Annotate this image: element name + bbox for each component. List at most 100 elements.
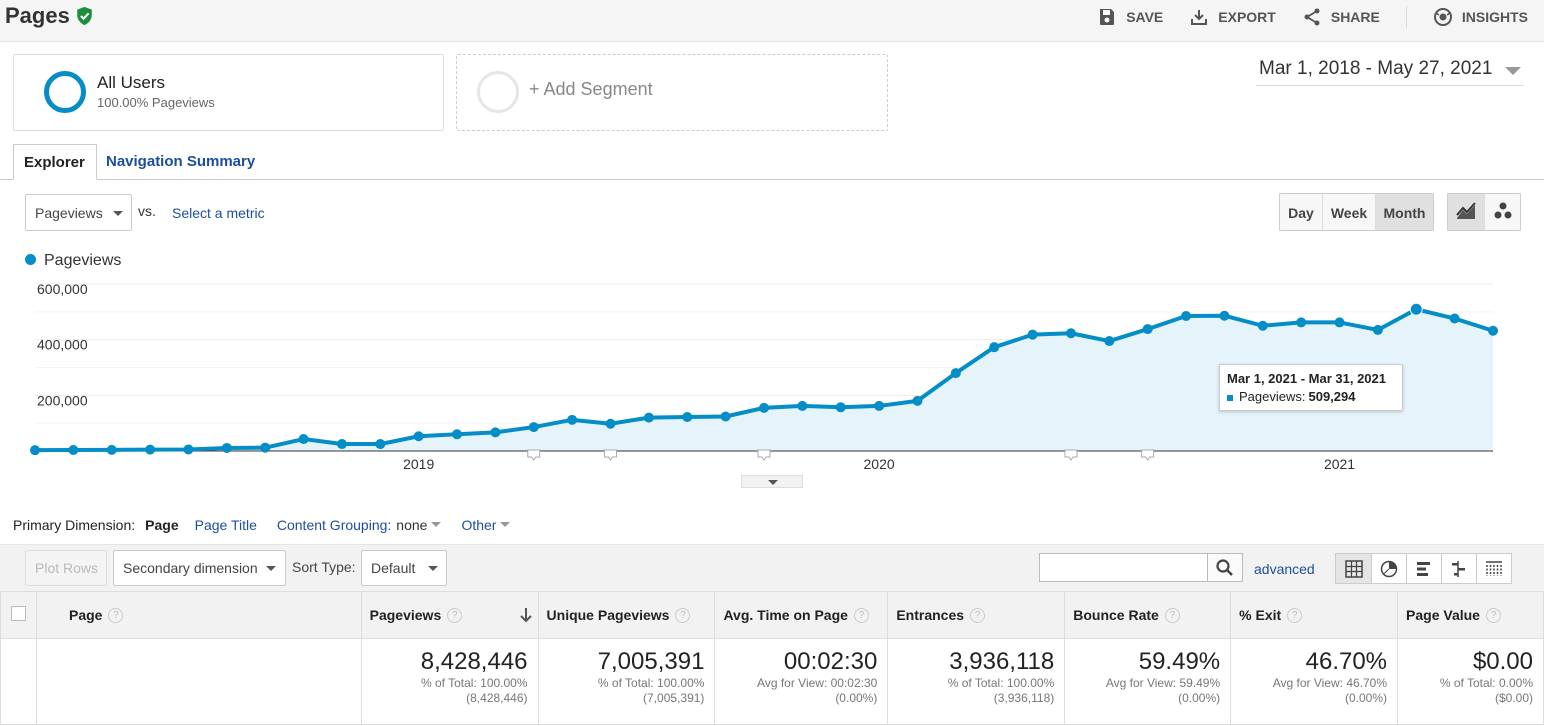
data-point[interactable] <box>106 444 117 455</box>
data-point[interactable] <box>1065 328 1076 339</box>
help-icon[interactable]: ? <box>675 608 691 624</box>
tab-explorer[interactable]: Explorer <box>13 144 97 180</box>
data-point[interactable] <box>682 412 693 423</box>
data-point[interactable] <box>68 445 79 456</box>
column-header-page[interactable]: Page? <box>35 591 362 639</box>
save-button[interactable]: SAVE <box>1097 7 1163 27</box>
column-header-entrances[interactable]: Entrances? <box>887 591 1066 639</box>
table-view-button[interactable] <box>1336 554 1371 583</box>
tab-navigation-summary[interactable]: Navigation Summary <box>106 153 256 170</box>
comparison-view-button[interactable] <box>1441 554 1476 583</box>
empty-segment-ring-icon <box>477 71 519 113</box>
metric-dropdown[interactable]: Pageviews <box>25 194 132 231</box>
data-point[interactable] <box>1449 313 1460 324</box>
data-point[interactable] <box>1488 325 1498 336</box>
insights-button[interactable]: INSIGHTS <box>1433 7 1528 27</box>
column-header-exit[interactable]: % Exit? <box>1230 591 1399 639</box>
data-point[interactable] <box>835 402 846 413</box>
sort-type-dropdown[interactable]: Default <box>361 550 447 586</box>
data-point[interactable] <box>1372 324 1383 335</box>
data-point[interactable] <box>1027 329 1038 340</box>
data-point[interactable] <box>1257 320 1268 331</box>
secondary-dimension-dropdown[interactable]: Secondary dimension <box>113 550 286 586</box>
data-point[interactable] <box>950 368 961 379</box>
data-point[interactable] <box>567 414 578 425</box>
data-point[interactable] <box>874 400 885 411</box>
data-point[interactable] <box>759 402 769 413</box>
annotation-marker-icon[interactable] <box>757 449 771 461</box>
data-point[interactable] <box>605 418 616 429</box>
dimension-other[interactable]: Other <box>461 517 497 533</box>
data-point[interactable] <box>1219 310 1230 321</box>
annotation-marker-icon[interactable] <box>1064 449 1078 461</box>
select-metric-link[interactable]: Select a metric <box>172 205 265 221</box>
advanced-filter-link[interactable]: advanced <box>1254 561 1315 577</box>
column-header-page-value[interactable]: Page Value? <box>1397 591 1544 639</box>
export-button[interactable]: EXPORT <box>1189 7 1276 27</box>
annotation-marker-icon[interactable] <box>604 449 618 461</box>
day-button[interactable]: Day <box>1288 205 1314 221</box>
data-point[interactable] <box>797 400 808 411</box>
help-icon[interactable]: ? <box>1287 608 1303 624</box>
data-point[interactable] <box>1409 302 1423 316</box>
dimension-page-title[interactable]: Page Title <box>194 517 257 533</box>
data-point[interactable] <box>1181 311 1192 322</box>
help-icon[interactable]: ? <box>853 608 869 624</box>
segment-all-users[interactable]: All Users 100.00% Pageviews <box>13 54 444 131</box>
line-chart-button[interactable] <box>1448 194 1484 230</box>
data-point[interactable] <box>183 444 194 455</box>
motion-chart-button[interactable] <box>1484 194 1520 230</box>
data-point[interactable] <box>490 427 501 438</box>
search-button[interactable] <box>1207 553 1243 582</box>
data-point[interactable] <box>1142 324 1153 335</box>
grid-icon <box>1344 559 1363 578</box>
week-button[interactable]: Week <box>1322 194 1375 230</box>
pivot-view-button[interactable] <box>1476 554 1511 583</box>
help-icon[interactable]: ? <box>447 608 463 624</box>
column-header-unique-pageviews[interactable]: Unique Pageviews? <box>537 591 716 639</box>
content-grouping-value[interactable]: none <box>396 517 428 533</box>
add-segment-button[interactable]: + Add Segment <box>456 54 888 131</box>
data-point[interactable] <box>221 442 232 453</box>
total-sub: % of Total: 100.00% <box>947 676 1055 690</box>
dimension-page[interactable]: Page <box>145 517 179 533</box>
data-point[interactable] <box>1296 317 1307 328</box>
column-header-avg-time[interactable]: Avg. Time on Page? <box>714 591 889 639</box>
data-point[interactable] <box>912 395 923 406</box>
help-icon[interactable]: ? <box>1485 608 1501 624</box>
table-search-input[interactable] <box>1039 553 1208 582</box>
data-point[interactable] <box>145 444 156 455</box>
plot-rows-button[interactable]: Plot Rows <box>25 550 107 586</box>
column-header-bounce-rate[interactable]: Bounce Rate? <box>1064 591 1232 639</box>
data-point[interactable] <box>413 431 424 442</box>
date-range-picker[interactable]: Mar 1, 2018 - May 27, 2021 <box>1256 58 1524 86</box>
data-point[interactable] <box>375 439 386 450</box>
annotation-marker-icon[interactable] <box>1141 449 1155 461</box>
data-point[interactable] <box>298 434 309 445</box>
share-button[interactable]: SHARE <box>1302 7 1380 27</box>
data-point[interactable] <box>528 422 539 433</box>
select-all-checkbox[interactable] <box>11 606 26 621</box>
data-point[interactable] <box>336 439 347 450</box>
column-label: Unique Pageviews <box>546 606 670 623</box>
pie-view-button[interactable] <box>1371 554 1406 583</box>
month-button[interactable]: Month <box>1375 194 1433 230</box>
data-point[interactable] <box>1334 317 1345 328</box>
help-icon[interactable]: ? <box>108 608 124 624</box>
column-header-pageviews[interactable]: Pageviews? <box>360 591 539 639</box>
data-point[interactable] <box>260 442 271 453</box>
data-point[interactable] <box>989 342 1000 353</box>
data-point[interactable] <box>30 445 40 456</box>
help-icon[interactable]: ? <box>1164 608 1180 624</box>
data-point[interactable] <box>720 411 731 422</box>
data-point[interactable] <box>452 429 463 440</box>
dimension-content-grouping[interactable]: Content Grouping: <box>276 517 392 533</box>
annotation-marker-icon[interactable] <box>527 449 541 461</box>
chart-collapse-handle[interactable] <box>741 475 803 488</box>
performance-view-button[interactable] <box>1406 554 1441 583</box>
data-point[interactable] <box>643 412 654 423</box>
help-icon[interactable]: ? <box>970 608 986 624</box>
pageviews-chart[interactable]: 600,000 400,000 200,000 2019 2020 2021 <box>0 276 1544 491</box>
data-point[interactable] <box>1104 336 1115 347</box>
verified-shield-icon <box>77 6 92 26</box>
